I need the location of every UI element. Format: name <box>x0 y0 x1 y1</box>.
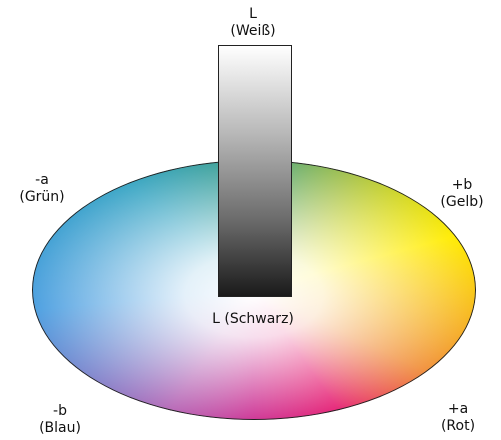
lightness-bar <box>218 45 292 297</box>
label-name: (Blau) <box>39 420 81 436</box>
label: L (Weiß) <box>203 6 303 40</box>
label-symbol: +a <box>447 401 469 417</box>
label-symbol: L <box>249 6 257 22</box>
label-symbol: -a <box>35 172 49 188</box>
label-symbol: +b <box>451 177 473 193</box>
label-symbol: -b <box>53 403 67 419</box>
label-name: (Gelb) <box>440 194 484 210</box>
label-name: (Weiß) <box>230 23 276 39</box>
label: -b (Blau) <box>10 403 110 437</box>
label-name: (Rot) <box>440 418 476 434</box>
label: L (Schwarz) <box>212 311 294 327</box>
label: -a (Grün) <box>0 172 92 206</box>
label: +b (Gelb) <box>412 177 501 211</box>
label: +a (Rot) <box>408 401 501 435</box>
label-name: (Grün) <box>19 189 65 205</box>
